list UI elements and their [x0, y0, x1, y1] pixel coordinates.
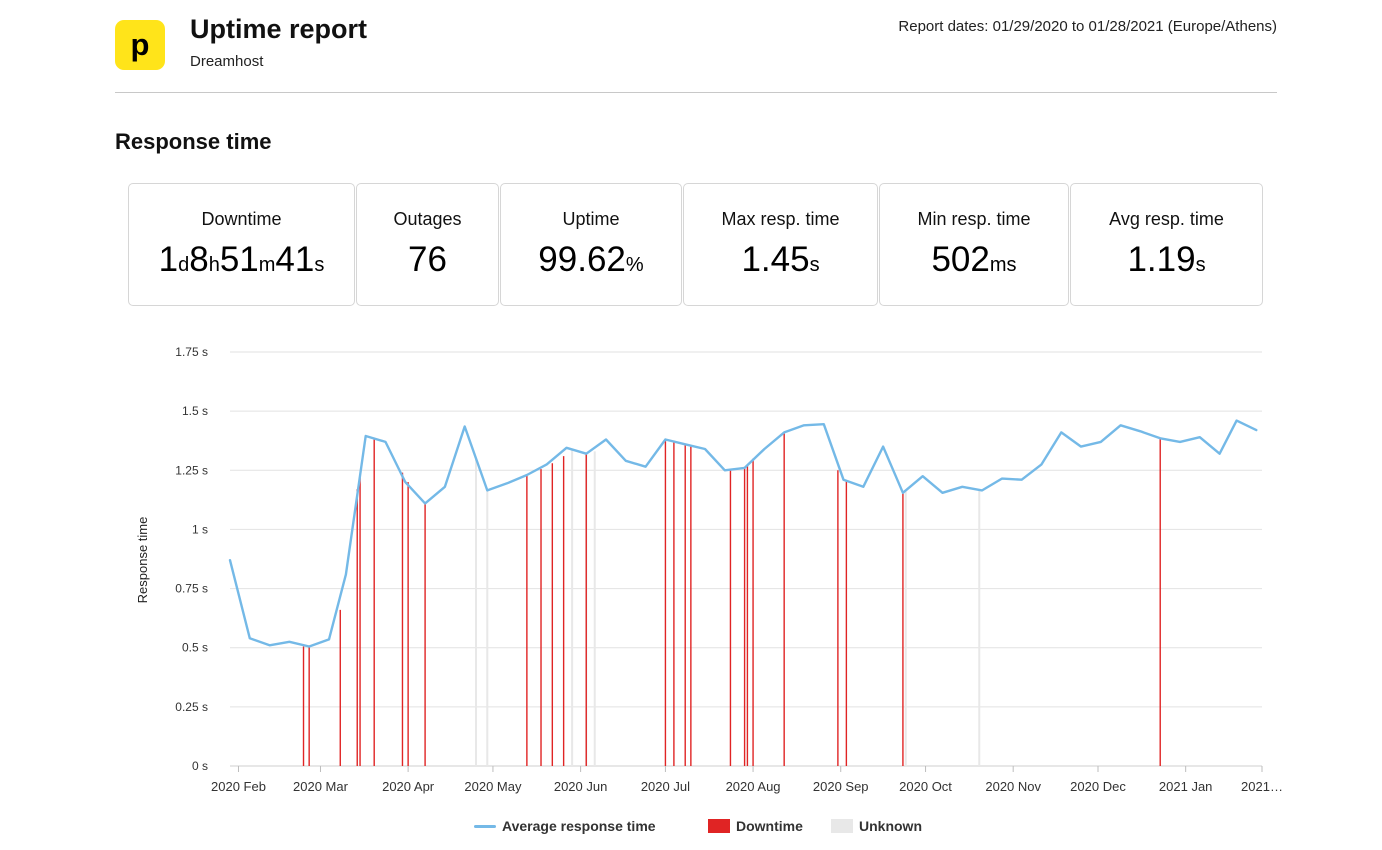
x-tick-label: 2020 Oct	[899, 779, 952, 794]
stat-value-number: 1	[158, 240, 179, 279]
x-tick-label: 2020 Mar	[293, 779, 349, 794]
x-tick-label: 2020 Sep	[813, 779, 869, 794]
response-line-layer	[228, 419, 1258, 648]
stat-card-downtime: Downtime 1d8h51m41s	[128, 183, 355, 306]
stat-value-number: 8	[189, 240, 209, 279]
stat-card-uptime: Uptime 99.62%	[500, 183, 682, 306]
stat-value-number: 51	[219, 240, 259, 279]
unknown-markers	[474, 448, 981, 766]
stat-value-number: 1.45	[741, 240, 810, 279]
x-tick-label: 2020 Dec	[1070, 779, 1126, 794]
page-subtitle: Dreamhost	[190, 53, 264, 70]
stat-value-unit: m	[258, 254, 276, 276]
stat-value-unit: s	[1195, 254, 1206, 276]
average-response-line	[228, 419, 1258, 648]
legend-label: Average response time	[502, 818, 656, 834]
report-dates: Report dates: 01/29/2020 to 01/28/2021 (…	[898, 18, 1277, 35]
x-tick-label: 2020 Nov	[985, 779, 1041, 794]
stat-label: Outages	[393, 209, 462, 229]
stat-value-number: 76	[408, 240, 447, 279]
section-title: Response time	[115, 129, 272, 154]
stat-value: 99.62%	[501, 240, 681, 280]
x-tick-label: 2021…	[1241, 779, 1283, 794]
stat-value: 502ms	[880, 240, 1068, 280]
stat-card-outages: Outages 76	[356, 183, 499, 306]
stat-value-number: 502	[931, 240, 990, 279]
stat-card-max-resp: Max resp. time 1.45s	[683, 183, 878, 306]
x-tick-label: 2020 Feb	[211, 779, 266, 794]
stat-card-min-resp: Min resp. time 502ms	[879, 183, 1069, 306]
chart-legend: Average response time Downtime Unknown	[0, 818, 1382, 840]
x-tick-label: 2020 Apr	[382, 779, 435, 794]
legend-item-average[interactable]: Average response time	[474, 818, 656, 834]
stat-value-unit: ms	[989, 254, 1017, 276]
y-tick-label: 0.25 s	[175, 700, 208, 714]
stat-value: 1d8h51m41s	[129, 240, 354, 280]
x-tick-label: 2020 May	[464, 779, 522, 794]
stat-value-unit: s	[314, 254, 325, 276]
x-tick-label: 2020 Jun	[554, 779, 608, 794]
y-tick-label: 1.5 s	[182, 404, 208, 418]
x-tick-label: 2021 Jan	[1159, 779, 1213, 794]
y-tick-label: 1.75 s	[175, 345, 208, 359]
y-tick-label: 0 s	[192, 759, 208, 773]
header-divider	[115, 92, 1277, 93]
x-tick-label: 2020 Aug	[726, 779, 781, 794]
stat-value: 1.45s	[684, 240, 877, 280]
stat-label: Min resp. time	[917, 209, 1031, 229]
logo-letter: p	[130, 27, 150, 62]
legend-red-swatch	[708, 819, 730, 833]
legend-line-swatch	[474, 824, 496, 828]
stat-label: Downtime	[201, 209, 282, 229]
stat-label: Max resp. time	[721, 209, 840, 229]
y-tick-label: 1 s	[192, 522, 208, 536]
y-tick-label: 0.75 s	[175, 582, 208, 596]
legend-label: Downtime	[736, 818, 803, 834]
stat-value-number: 41	[275, 240, 315, 279]
legend-label: Unknown	[859, 818, 922, 834]
stat-card-avg-resp: Avg resp. time 1.19s	[1070, 183, 1263, 306]
chart-axes: 0 s 0.25 s 0.5 s 0.75 s 1 s 1.25 s 1.5 s 1.75 s…	[175, 345, 1283, 794]
stat-value-unit: d	[178, 254, 190, 276]
chart-gridlines	[230, 351, 1262, 767]
stat-value: 1.19s	[1071, 240, 1262, 280]
stat-value: 76	[357, 240, 498, 280]
legend-grey-swatch	[831, 819, 853, 833]
app-logo: p	[115, 20, 165, 70]
downtime-markers	[302, 432, 1161, 766]
stat-label: Avg resp. time	[1109, 209, 1224, 229]
y-tick-label: 1.25 s	[175, 463, 208, 477]
stat-value-number: 1.19	[1127, 240, 1196, 279]
legend-item-unknown[interactable]: Unknown	[831, 818, 922, 834]
x-tick-label: 2020 Jul	[641, 779, 690, 794]
page-title: Uptime report	[190, 14, 368, 44]
stat-value-unit: h	[208, 254, 220, 276]
stat-value-unit: s	[809, 254, 820, 276]
y-tick-label: 0.5 s	[182, 641, 208, 655]
stat-value-number: 99.62	[538, 240, 626, 279]
legend-item-downtime[interactable]: Downtime	[708, 818, 803, 834]
stat-label: Uptime	[562, 209, 620, 229]
stat-value-unit: %	[625, 254, 644, 276]
y-axis-label: Response time	[135, 517, 150, 604]
